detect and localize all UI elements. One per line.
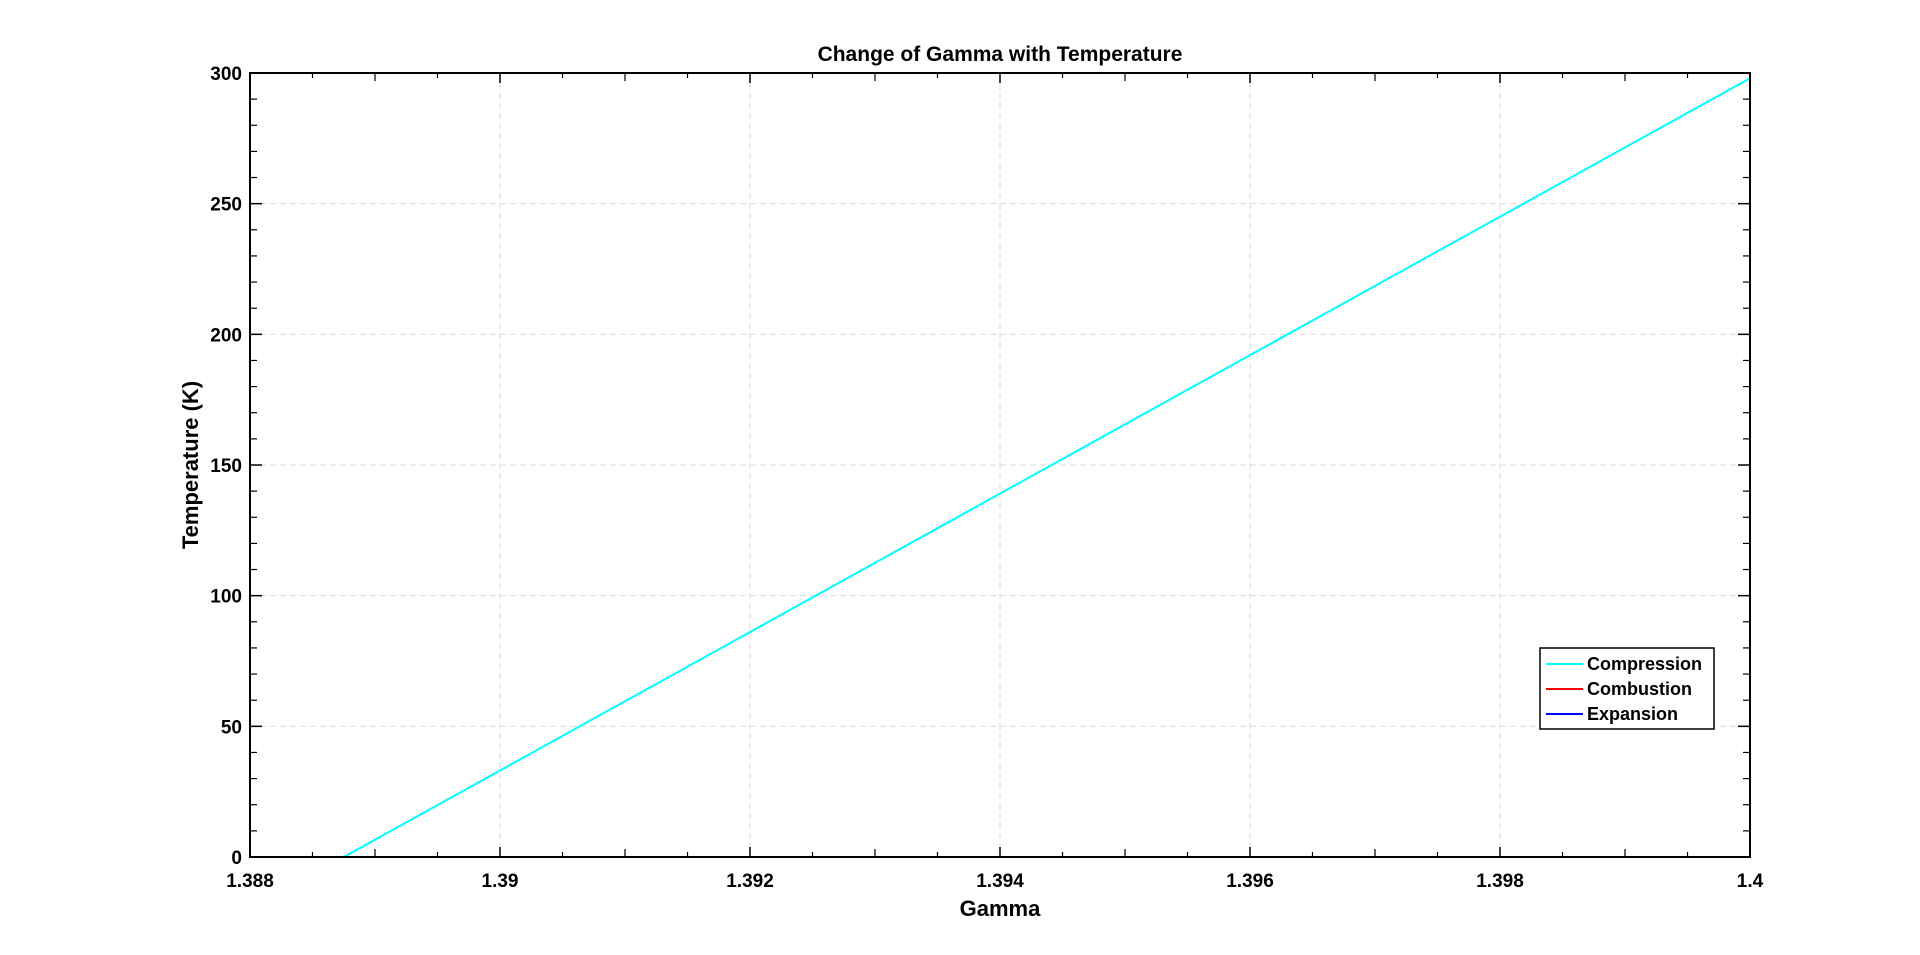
y-tick-label: 0 [231, 848, 242, 869]
x-tick-label: 1.394 [976, 871, 1024, 892]
legend-label-compression: Compression [1587, 654, 1702, 674]
y-tick-label: 100 [210, 587, 242, 608]
x-axis-label: Gamma [960, 896, 1041, 921]
y-tick-labels: 0 50 100 150 200 250 300 [210, 64, 242, 869]
x-tick-label: 1.39 [482, 871, 519, 892]
x-tick-label: 1.392 [726, 871, 774, 892]
series-line-compression [343, 77, 1751, 858]
legend-entry-expansion: Expansion [1546, 704, 1678, 724]
y-tick-label: 250 [210, 195, 242, 216]
legend-label-expansion: Expansion [1587, 704, 1678, 724]
grid [250, 73, 1750, 857]
x-tick-label: 1.396 [1226, 871, 1274, 892]
x-tick-label: 1.388 [226, 871, 274, 892]
chart-title: Change of Gamma with Temperature [818, 43, 1183, 66]
legend-entry-compression: Compression [1546, 654, 1702, 674]
y-tick-label: 50 [221, 717, 242, 738]
legend-entry-combustion: Combustion [1546, 679, 1692, 699]
x-tick-labels: 1.388 1.39 1.392 1.394 1.396 1.398 1.4 [226, 871, 1763, 892]
y-tick-label: 150 [210, 456, 242, 477]
x-tick-label: 1.398 [1476, 871, 1524, 892]
x-tick-label: 1.4 [1737, 871, 1764, 892]
ticks [249, 72, 1751, 858]
y-axis-label: Temperature (K) [178, 381, 203, 549]
y-tick-label: 200 [210, 325, 242, 346]
legend-label-combustion: Combustion [1587, 679, 1692, 699]
legend: Compression Combustion Expansion [1539, 647, 1715, 730]
series-layer [343, 77, 1751, 858]
y-tick-label: 300 [210, 64, 242, 85]
